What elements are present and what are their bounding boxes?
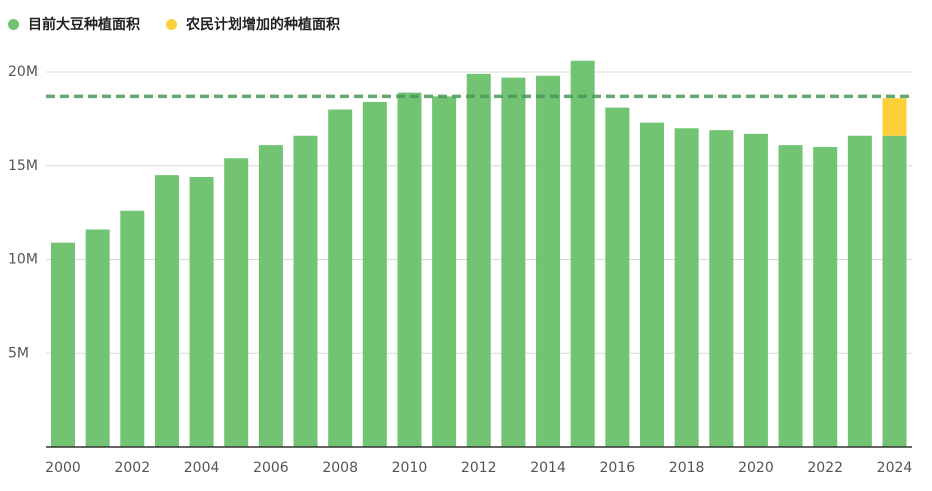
x-tick-label-2024: 2024 (877, 460, 913, 476)
x-tick-label-2012: 2012 (461, 460, 497, 476)
bar-current-2002 (120, 210, 145, 447)
bar-planned-2024 (882, 98, 907, 136)
bar-current-2021 (778, 145, 803, 447)
bar-current-2014 (536, 75, 561, 447)
bar-current-2004 (189, 177, 214, 447)
bar-current-2005 (224, 158, 249, 447)
y-tick-label-15M: 15M (8, 158, 38, 174)
x-tick-label-2022: 2022 (807, 460, 843, 476)
legend-swatch-planned (166, 18, 177, 30)
bar-current-2018 (674, 128, 699, 447)
legend-item-current: 目前大豆种植面积 (8, 14, 140, 34)
bar-current-2009 (362, 102, 387, 447)
legend-item-planned: 农民计划增加的种植面积 (166, 14, 340, 34)
x-tick-label-2020: 2020 (738, 460, 774, 476)
bar-current-2016 (605, 107, 630, 447)
legend-label-current: 目前大豆种植面积 (28, 17, 140, 33)
x-tick-label-2000: 2000 (45, 460, 81, 476)
x-tick-label-2010: 2010 (392, 460, 428, 476)
y-tick-label-5M: 5M (8, 345, 29, 361)
bar-current-2001 (85, 229, 110, 447)
bar-current-2006 (258, 145, 283, 447)
bar-current-2011 (432, 96, 457, 447)
x-tick-label-2004: 2004 (184, 460, 220, 476)
bar-current-2007 (293, 135, 318, 447)
bar-current-2008 (328, 109, 353, 447)
bar-current-2010 (397, 92, 422, 447)
bar-current-2020 (743, 133, 768, 447)
x-tick-label-2002: 2002 (114, 460, 150, 476)
legend: 目前大豆种植面积 农民计划增加的种植面积 (8, 14, 366, 34)
bar-current-2003 (154, 175, 179, 447)
y-tick-label-10M: 10M (8, 252, 38, 268)
bar-current-2023 (847, 135, 872, 447)
bar-current-2015 (570, 60, 595, 447)
bar-current-2022 (813, 147, 838, 447)
x-tick-label-2006: 2006 (253, 460, 289, 476)
bar-current-2017 (639, 122, 664, 447)
bar-current-2013 (501, 77, 526, 447)
x-tick-label-2018: 2018 (669, 460, 705, 476)
bar-current-2024 (882, 135, 907, 447)
x-tick-label-2008: 2008 (322, 460, 358, 476)
legend-swatch-current (8, 18, 19, 30)
y-tick-label-20M: 20M (8, 64, 38, 80)
x-tick-label-2016: 2016 (600, 460, 636, 476)
bar-current-2012 (466, 73, 491, 447)
legend-label-planned: 农民计划增加的种植面积 (186, 17, 340, 33)
x-tick-label-2014: 2014 (530, 460, 566, 476)
bar-current-2019 (709, 130, 734, 447)
bar-current-2000 (51, 242, 75, 447)
